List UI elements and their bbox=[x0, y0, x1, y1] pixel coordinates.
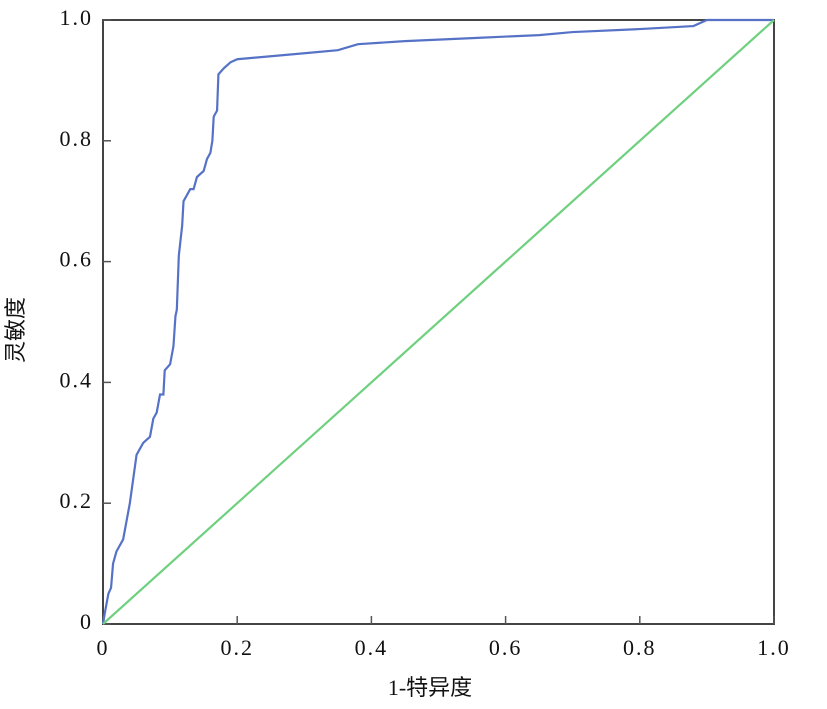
y-tick-label: 0 bbox=[80, 609, 93, 634]
y-tick-label: 0.8 bbox=[60, 126, 94, 151]
line bbox=[101, 18, 774, 625]
y-axis-label: 灵敏度 bbox=[3, 297, 28, 363]
x-axis-label: 1-特异度 bbox=[388, 675, 472, 700]
x-tick-label: 0.4 bbox=[355, 635, 389, 660]
y-tick-label: 0.2 bbox=[60, 488, 94, 513]
x-tick-label: 0.2 bbox=[220, 635, 254, 660]
y-tick-label: 1.0 bbox=[60, 5, 94, 30]
x-tick-label: 0 bbox=[97, 635, 110, 660]
line bbox=[102, 19, 775, 625]
plot-frame bbox=[102, 19, 775, 625]
x-tick-label: 0.8 bbox=[623, 635, 657, 660]
x-tick-label: 1.0 bbox=[757, 635, 791, 660]
y-tick-label: 0.4 bbox=[60, 367, 94, 392]
x-tick-label: 0.6 bbox=[489, 635, 523, 660]
y-tick-label: 0.6 bbox=[60, 247, 94, 272]
